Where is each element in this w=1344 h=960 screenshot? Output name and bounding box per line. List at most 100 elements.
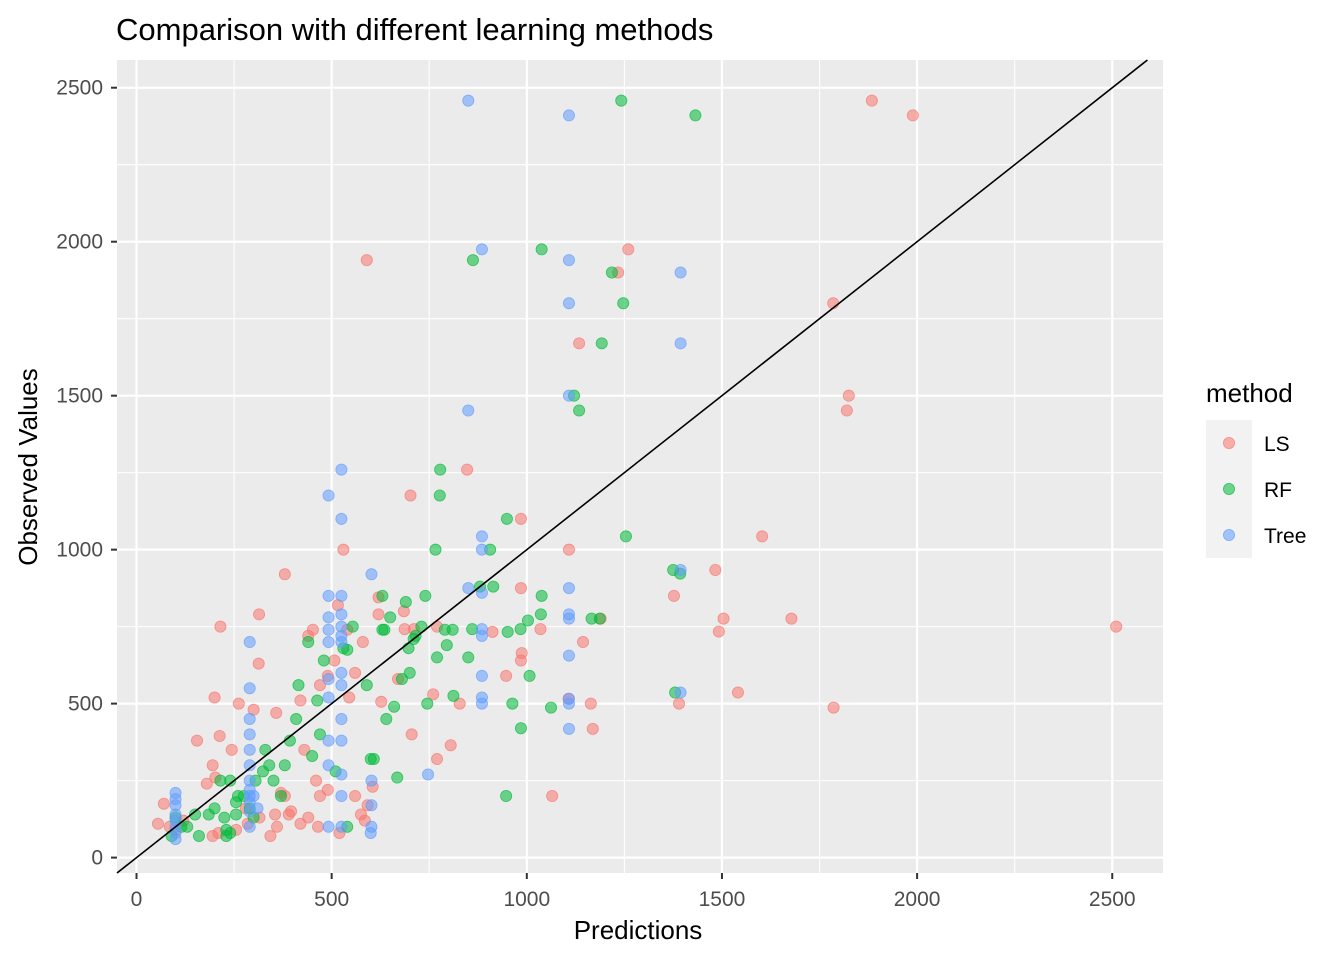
data-point-ls [546,790,559,803]
data-point-ls [294,817,307,830]
data-point-tree [462,582,475,595]
data-point-ls [360,254,373,267]
data-point-ls [514,512,527,525]
data-point-rf [388,700,401,713]
x-tick-label: 500 [314,888,349,911]
legend-entries: LS RF Tree [1206,420,1306,558]
data-point-rf [306,749,319,762]
data-point-rf [231,790,244,803]
data-points [151,94,1123,846]
data-point-tree [335,768,348,781]
chart-title: Comparison with different learning metho… [116,12,713,47]
data-point-rf [399,596,412,609]
data-point-tree [422,768,435,781]
data-point-ls [427,688,440,701]
data-point-ls [842,389,855,402]
data-point-rf [360,679,373,692]
data-point-ls [354,808,367,821]
data-point-rf [585,612,598,625]
data-point-rf [521,614,534,627]
data-point-ls [206,759,219,772]
x-tick-label: 1000 [503,888,550,911]
data-point-ls [731,686,744,699]
plot-panel [116,59,1163,874]
data-point-ls [302,811,315,824]
data-point-rf [429,543,442,556]
data-point-ls [157,797,170,810]
data-point-rf [514,623,527,636]
data-point-tree [335,608,348,621]
data-point-rf [523,669,536,682]
legend-label-ls: LS [1264,433,1290,456]
data-point-ls [865,94,878,107]
data-point-ls [270,706,283,719]
data-point-tree [335,790,348,803]
data-point-ls [372,608,385,621]
data-point-rf [364,753,377,766]
data-point-ls [709,563,722,576]
data-point-ls [431,753,444,766]
data-point-tree [562,389,575,402]
data-point-ls [622,243,635,256]
data-point-ls [225,743,238,756]
x-axis-ticks: 0 500 1000 1500 2000 2500 [131,873,1136,911]
data-point-tree [475,629,488,642]
data-point-rf [224,774,237,787]
panel-background [117,60,1163,873]
data-point-ls [214,620,227,633]
data-point-tree [322,636,335,649]
legend-marker-ls [1223,436,1236,449]
data-point-ls [253,608,266,621]
data-point-rf [317,654,330,667]
data-point-rf [462,651,475,664]
data-point-tree [243,682,256,695]
data-point-rf [376,623,389,636]
data-point-rf [380,713,393,726]
data-point-ls [313,790,326,803]
data-point-rf [230,808,243,821]
data-point-rf [274,790,287,803]
data-point-ls [213,729,226,742]
data-point-ls [562,543,575,556]
data-point-ls [906,109,919,122]
data-point-rf [434,463,447,476]
data-point-rf [192,830,205,843]
data-point-rf [535,589,548,602]
y-tick-label: 1500 [56,385,103,408]
data-point-tree [243,743,256,756]
data-point-tree [475,543,488,556]
data-point-ls [514,582,527,595]
data-point-ls [208,691,221,704]
data-point-ls [398,623,411,636]
data-point-ls [584,697,597,710]
legend-marker-tree [1223,529,1236,542]
data-point-ls [312,820,325,833]
data-point-ls [756,530,769,543]
y-axis-ticks: 0 500 1000 1500 2000 2500 [56,77,117,870]
data-point-tree [562,649,575,662]
data-point-ls [840,404,853,417]
data-point-rf [419,589,432,602]
data-point-tree [562,109,575,122]
data-point-tree [322,589,335,602]
data-point-ls [191,734,204,747]
data-point-tree [335,734,348,747]
x-tick-label: 1500 [699,888,746,911]
data-point-rf [447,689,460,702]
data-point-ls [349,790,362,803]
data-point-tree [169,833,182,846]
data-point-ls [294,694,307,707]
data-point-rf [573,404,586,417]
grid-minor [117,60,1163,873]
data-point-rf [487,580,500,593]
data-point-ls [514,654,527,667]
data-point-ls [328,654,341,667]
data-point-tree [335,636,348,649]
data-point-rf [402,642,415,655]
data-point-tree [335,713,348,726]
data-point-tree [243,713,256,726]
data-point-tree [335,820,348,833]
data-point-tree [243,636,256,649]
legend-title: method [1206,378,1293,408]
data-point-rf [506,697,519,710]
